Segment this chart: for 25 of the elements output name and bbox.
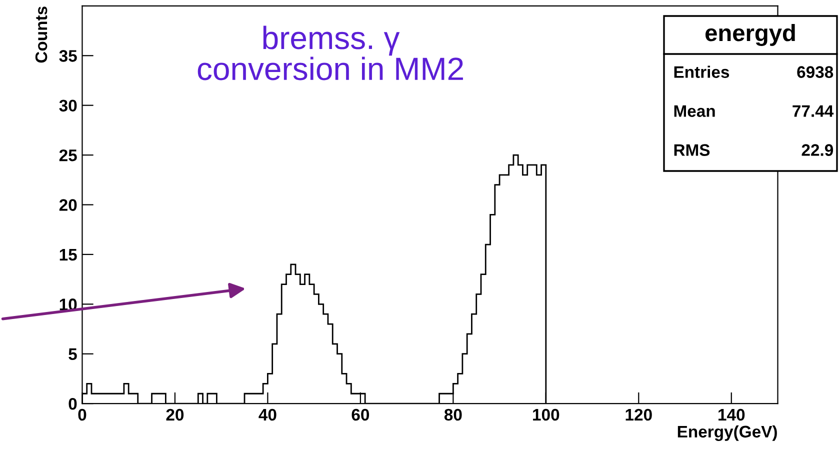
annotation: bremss. γ conversion in MM2 <box>198 26 463 80</box>
y-tick-label: 5 <box>68 348 77 360</box>
y-tick-label: 20 <box>59 199 77 211</box>
y-axis-title: Counts <box>35 6 48 63</box>
y-tick-label: 35 <box>59 50 77 62</box>
text: 22.9 <box>802 144 834 156</box>
annotation: energyd <box>706 24 795 46</box>
x-tick-label: 100 <box>533 408 560 421</box>
annotation: RMS <box>674 144 710 156</box>
y-tick-label: 0 <box>68 398 77 410</box>
x-axis-title: Energy(GeV) <box>678 425 777 441</box>
x-tick-label: 80 <box>444 408 462 421</box>
x-tick-label: 60 <box>352 408 370 421</box>
annotation: Mean <box>674 105 715 117</box>
annotation: Entries <box>674 66 730 78</box>
y-tick-label: 15 <box>60 249 77 261</box>
x-tick-label: 20 <box>166 408 184 421</box>
text: 77.44 <box>792 105 834 117</box>
x-tick-label: 40 <box>258 408 276 421</box>
y-tick-label: 25 <box>59 149 77 162</box>
text: 6938 <box>797 66 834 78</box>
x-tick-label: 120 <box>626 408 652 421</box>
x-tick-label: 0 <box>78 408 86 421</box>
x-tick-label: 140 <box>718 408 745 421</box>
y-tick-label: 30 <box>59 100 77 112</box>
